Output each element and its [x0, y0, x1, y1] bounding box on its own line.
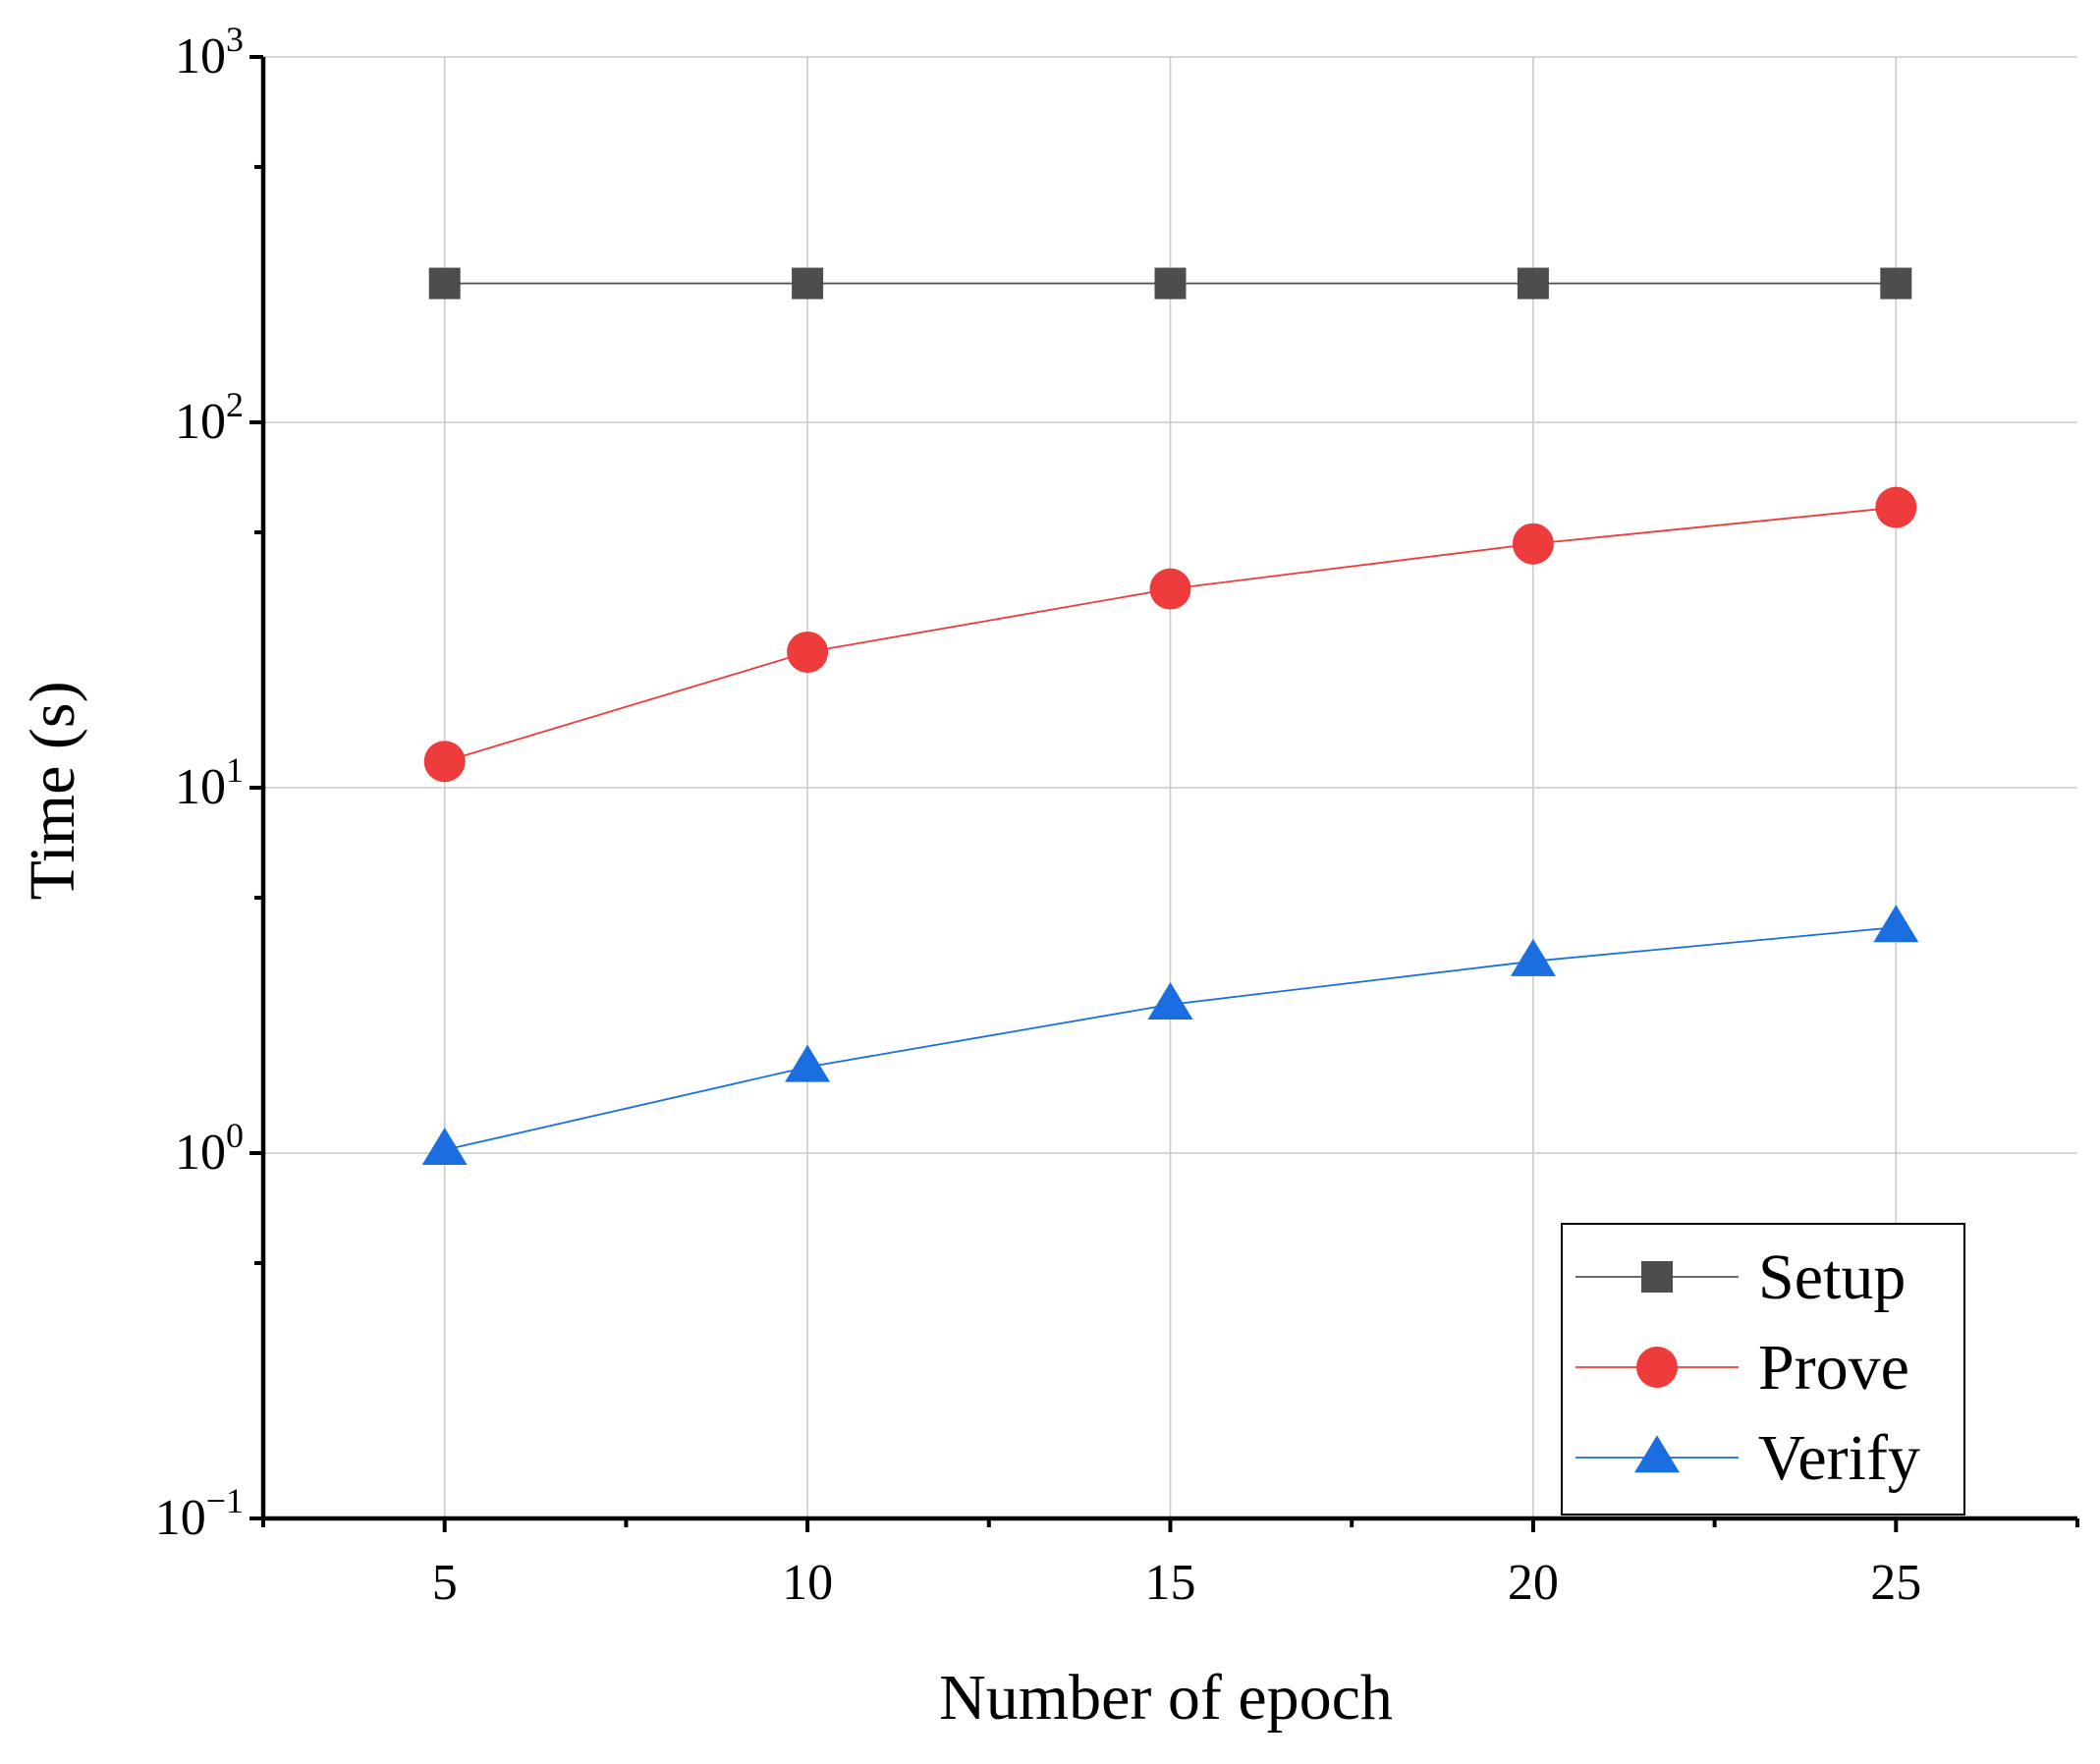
point-verify [1873, 905, 1919, 943]
point-setup [792, 267, 824, 300]
legend-marker-prove [1636, 1347, 1678, 1388]
point-prove [787, 631, 829, 673]
x-tick-label: 5 [432, 1555, 458, 1611]
series-setup [428, 267, 1912, 300]
legend-box [1561, 1223, 1965, 1516]
legend-marker-setup [1641, 1261, 1673, 1293]
point-prove [1512, 523, 1554, 565]
y-tick-label: 100 [175, 1116, 244, 1181]
y-tick-label: 10−1 [155, 1481, 244, 1546]
legend-item-verify: Verify [1575, 1422, 1920, 1494]
series-verify [421, 905, 1919, 1166]
legend-label-setup: Setup [1758, 1241, 1906, 1313]
x-tick-label: 20 [1508, 1555, 1559, 1611]
point-setup [1880, 267, 1912, 300]
point-setup [428, 267, 461, 300]
point-verify [1147, 981, 1193, 1020]
y-tick-label: 102 [175, 385, 244, 450]
legend-item-setup: Setup [1575, 1241, 1906, 1313]
x-tick-label: 15 [1145, 1555, 1196, 1611]
point-verify [1510, 938, 1556, 976]
legend-item-prove: Prove [1575, 1332, 1909, 1404]
legend-marker-verify [1634, 1435, 1680, 1473]
point-setup [1154, 267, 1187, 300]
x-axis-title: Number of epoch [939, 1662, 1393, 1734]
point-prove [1149, 568, 1191, 610]
x-tick-label: 10 [782, 1555, 833, 1611]
y-tick-label: 103 [175, 20, 244, 84]
point-prove [423, 741, 466, 783]
axes: 5 10 15 20 25 10−1 100 101 102 103 [155, 20, 2079, 1611]
legend-label-verify: Verify [1758, 1422, 1920, 1494]
point-verify [421, 1128, 468, 1166]
y-axis-title: Time (s) [17, 681, 88, 900]
x-tick-label: 25 [1870, 1555, 1921, 1611]
legend: Setup Prove Verify [1561, 1223, 1965, 1516]
point-verify [785, 1044, 831, 1082]
legend-label-prove: Prove [1758, 1332, 1909, 1404]
point-setup [1517, 267, 1549, 300]
series-prove [423, 486, 1917, 783]
point-prove [1875, 486, 1917, 528]
plot-series [421, 267, 1919, 1166]
y-tick-label: 101 [175, 750, 244, 815]
